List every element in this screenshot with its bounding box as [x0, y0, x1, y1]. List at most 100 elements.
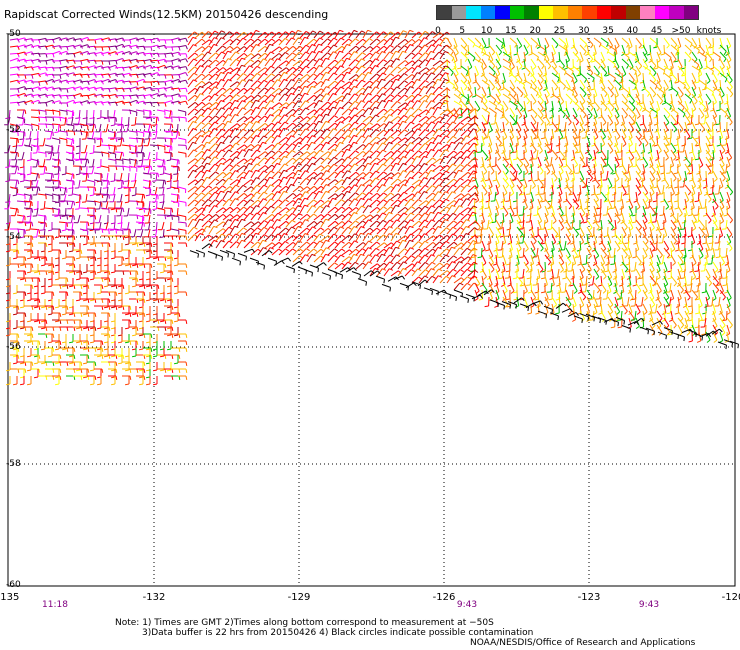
wind-barb	[383, 114, 390, 123]
wind-barb-flag	[159, 348, 165, 351]
wind-barb-flag	[52, 94, 55, 99]
wind-barb-flag	[80, 249, 83, 255]
wind-barb-flag	[375, 114, 380, 118]
wind-barb	[383, 37, 391, 46]
wind-barb	[313, 94, 321, 102]
wind-barb	[264, 65, 272, 74]
wind-barb	[271, 114, 279, 123]
wind-barb-flag	[31, 74, 34, 79]
wind-barb	[369, 38, 378, 46]
wind-barb-flag	[110, 271, 116, 274]
wind-barb	[320, 128, 328, 137]
wind-barb-flag	[467, 122, 472, 126]
wind-barb-flag	[215, 67, 220, 71]
wind-barb-flag	[241, 64, 246, 67]
wind-barb	[551, 51, 555, 61]
wind-barb-flag	[61, 257, 67, 260]
wind-barb	[453, 122, 461, 130]
wind-barb	[705, 100, 709, 110]
wind-barb-flag	[689, 43, 693, 48]
wind-barb	[355, 87, 364, 95]
wind-barb	[712, 51, 721, 58]
wind-barb-flag	[269, 43, 274, 47]
wind-barb	[369, 73, 377, 81]
wind-barb-flag	[389, 128, 394, 132]
wind-barb-flag	[318, 100, 323, 103]
wind-barb-flag	[75, 278, 81, 281]
wind-barb-flag	[418, 108, 422, 112]
wind-barb	[222, 58, 229, 67]
wind-barb	[383, 121, 390, 130]
wind-barb	[229, 107, 236, 116]
wind-barb	[57, 144, 60, 153]
wind-barb-flag	[45, 102, 48, 107]
wind-barb-flag	[24, 326, 27, 332]
wind-barb	[606, 121, 609, 132]
wind-barb-flag	[270, 58, 275, 61]
wind-barb	[404, 114, 412, 123]
wind-barb-flag	[235, 51, 240, 55]
wind-barb	[677, 65, 685, 74]
wind-barb	[23, 79, 32, 83]
wind-barb	[177, 79, 186, 83]
wind-barb-flag	[305, 58, 310, 62]
wind-barb-flag	[115, 284, 118, 290]
wind-barb	[677, 79, 686, 86]
wind-barb	[334, 37, 342, 46]
wind-barb-flag	[257, 115, 261, 119]
wind-barb-flag	[117, 264, 123, 267]
wind-barb-flag	[185, 72, 189, 77]
wind-barb-flag	[452, 128, 457, 132]
wind-barb	[369, 79, 377, 88]
wind-barb-flag	[110, 334, 116, 337]
wind-barb	[23, 38, 32, 41]
wind-barb	[614, 128, 621, 137]
wind-barb	[65, 207, 67, 217]
wind-barb	[14, 151, 18, 160]
wind-barb-flag	[31, 326, 34, 332]
wind-barb-flag	[493, 99, 497, 104]
wind-barb-flag	[80, 284, 83, 290]
wind-barb-flag	[166, 299, 172, 302]
wind-barb	[432, 128, 439, 137]
wind-barb-flag	[73, 347, 76, 353]
wind-barb	[243, 59, 251, 67]
wind-barb-flag	[171, 46, 174, 52]
wind-barb-flag	[305, 135, 310, 139]
wind-barb-flag	[241, 57, 246, 60]
wind-barb	[170, 100, 179, 104]
wind-barb	[306, 73, 314, 81]
wind-barb-flag	[450, 72, 454, 76]
wind-barb-flag	[503, 52, 508, 56]
wind-barb-flag	[639, 102, 644, 105]
wind-barb-flag	[5, 306, 11, 309]
wind-barb	[376, 79, 383, 88]
wind-barb-flag	[367, 71, 372, 75]
wind-barb	[390, 136, 399, 144]
wind-barb-flag	[416, 78, 421, 82]
wind-barb-flag	[319, 107, 324, 111]
wind-barb	[44, 73, 54, 76]
wind-barb	[327, 122, 336, 130]
wind-barb	[719, 58, 725, 68]
wind-barb-flag	[143, 375, 146, 381]
wind-barb-flag	[298, 79, 303, 82]
wind-barb-flag	[52, 291, 55, 297]
wind-barb-flag	[166, 334, 172, 337]
wind-barb-flag	[277, 128, 282, 132]
wind-barb	[127, 207, 130, 216]
wind-barb-flag	[725, 109, 730, 112]
wind-barb-flag	[397, 108, 402, 112]
wind-barb	[488, 72, 497, 79]
wind-barb	[285, 79, 292, 88]
wind-barb	[530, 79, 537, 88]
wind-barb-flag	[164, 137, 167, 143]
wind-barb	[355, 122, 364, 130]
wind-barb	[432, 38, 440, 46]
wind-barb-flag	[382, 93, 387, 96]
wind-barb	[642, 107, 651, 114]
wind-barb	[148, 200, 151, 209]
wind-barb-flag	[505, 121, 509, 126]
wind-barb-flag	[341, 136, 346, 140]
wind-barb	[15, 123, 18, 132]
